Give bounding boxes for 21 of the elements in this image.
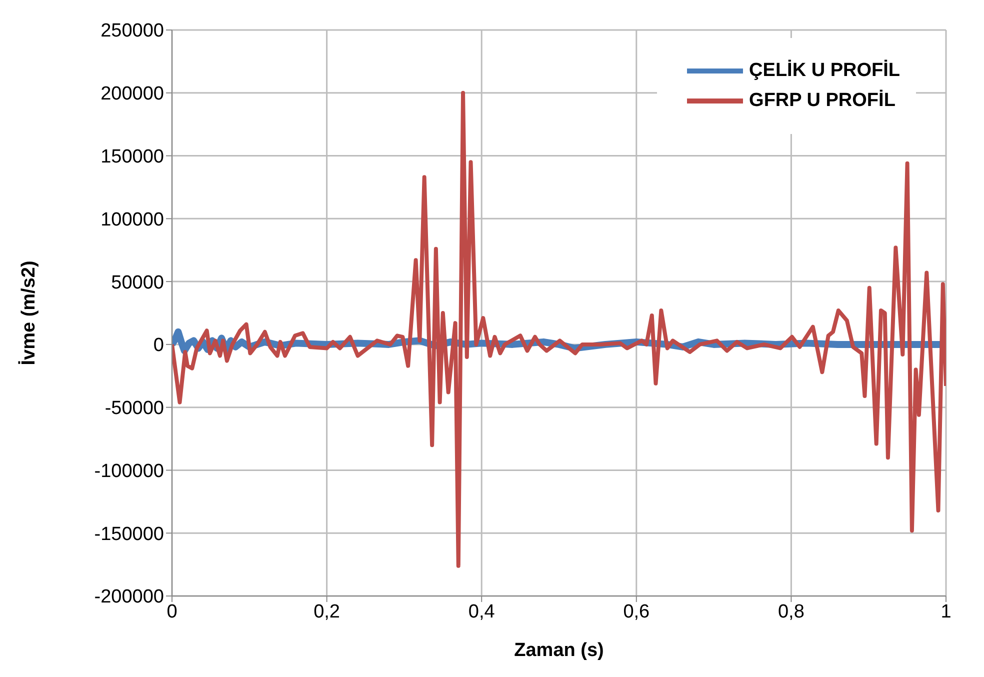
x-tick-label: 0 (166, 601, 178, 622)
y-tick-label: 200000 (100, 84, 164, 105)
y-tick-label: 250000 (100, 20, 164, 42)
y-tick-label: 150000 (100, 146, 164, 168)
y-tick-label: 0 (153, 335, 164, 356)
x-axis-title: Zaman (s) (514, 640, 604, 661)
x-tick-label: 0,6 (623, 601, 650, 622)
x-tick-label: 0,4 (468, 601, 496, 622)
y-tick-label: 50000 (111, 272, 164, 294)
y-tick-label: 100000 (100, 209, 164, 230)
x-tick-label: 0,8 (778, 601, 804, 622)
y-tick-label: -100000 (94, 460, 164, 482)
line-series (172, 90, 946, 568)
x-tick-label: 0,2 (314, 601, 340, 622)
y-axis-title: İvme (m/s2) (18, 260, 40, 366)
y-tick-label: -50000 (104, 398, 164, 420)
y-tick-label: -200000 (94, 586, 164, 608)
y-tick-label: -150000 (94, 524, 164, 545)
legend-label: ÇELİK U PROFİL (749, 60, 900, 82)
x-tick-label: 1 (940, 601, 952, 622)
legend-label: GFRP U PROFİL (749, 90, 896, 112)
